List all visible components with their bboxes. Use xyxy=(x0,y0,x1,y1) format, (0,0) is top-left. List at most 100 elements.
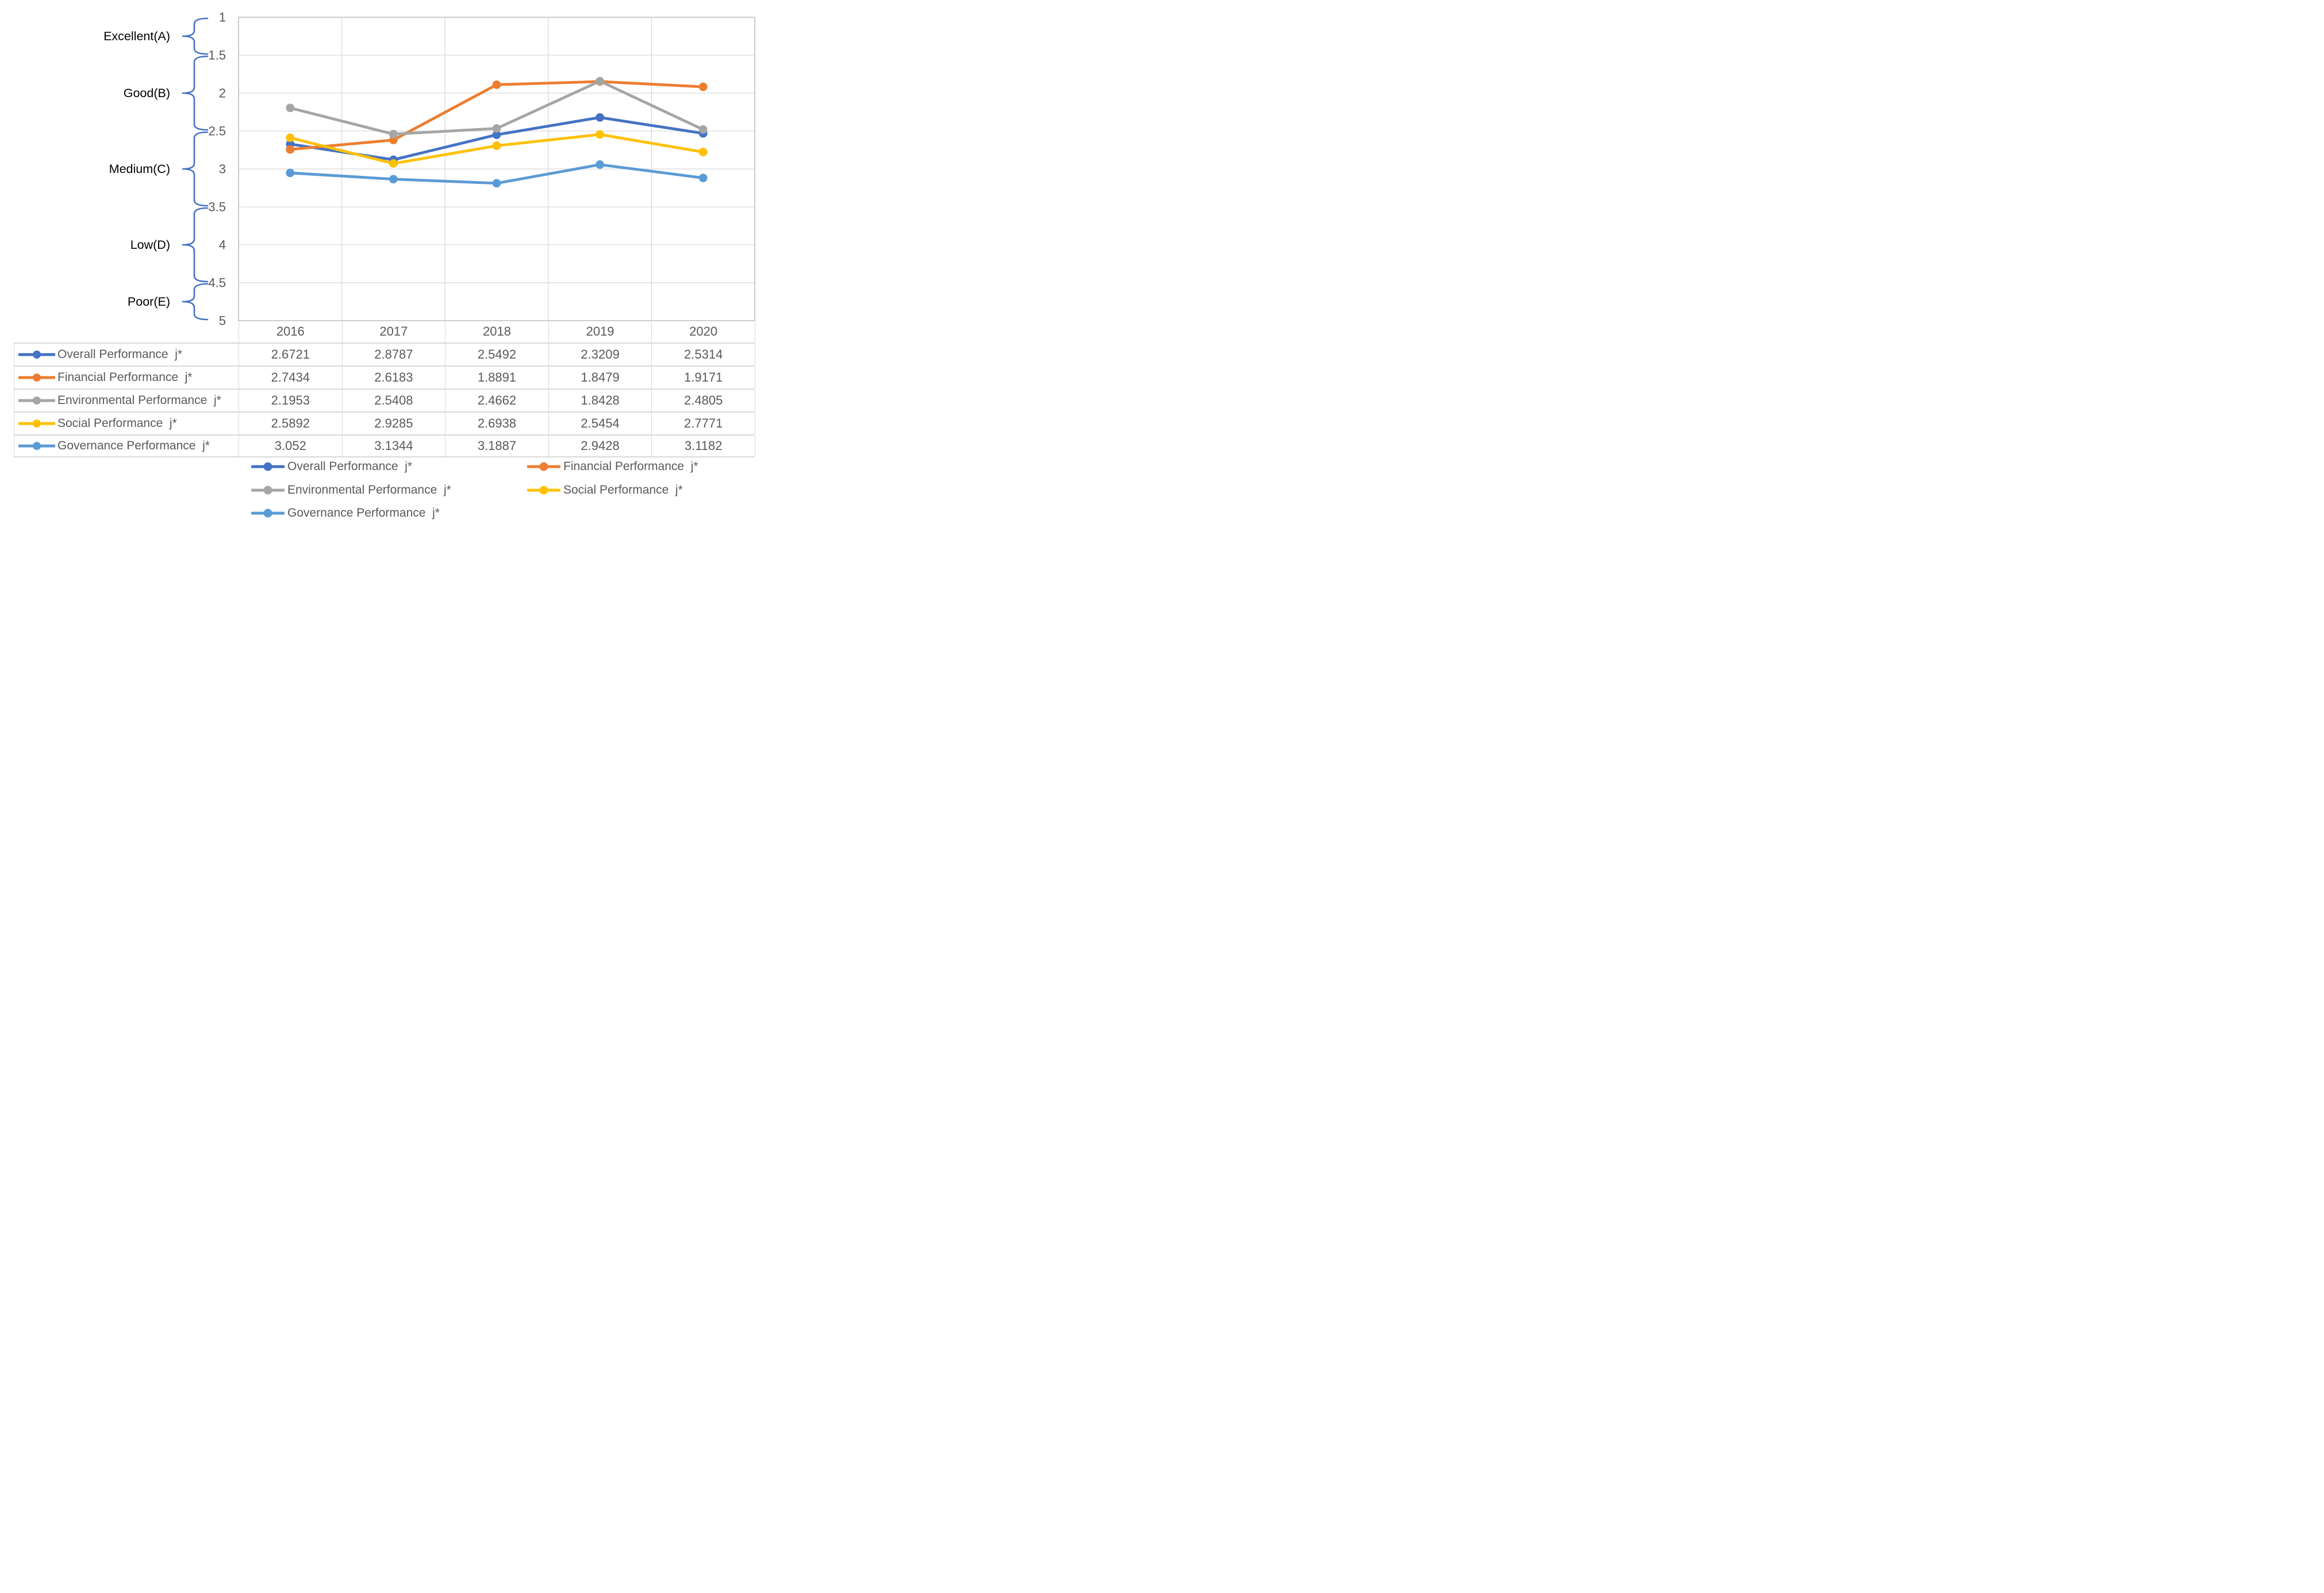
value-cell: 3.1887 xyxy=(445,436,549,456)
legend-label: Overall Performance j* xyxy=(287,460,413,473)
value-cell: 3.052 xyxy=(239,436,343,456)
esg-performance-figure: 1 1.5 2 2.5 3 3.5 4 4.5 5 Excellent(A) Good(B) Medi… xyxy=(0,0,775,531)
rating-band-brace xyxy=(182,17,209,55)
value-cell: 2.5492 xyxy=(445,344,549,365)
legend-label: Governance Performance j* xyxy=(287,506,440,520)
series-marker xyxy=(492,124,501,133)
line-chart: 1 1.5 2 2.5 3 3.5 4 4.5 5 Excellent(A) Good(B) Medi… xyxy=(103,10,755,328)
rating-band-label: Excellent(A) xyxy=(103,29,170,43)
y-tick-label: 1.5 xyxy=(208,48,226,63)
series-marker xyxy=(492,80,501,89)
series-key-icon xyxy=(18,374,55,382)
value-cell: 1.8428 xyxy=(549,390,652,411)
rating-band-label: Low(D) xyxy=(130,238,170,252)
row-header: Governance Performance j* xyxy=(14,436,239,456)
row-header: Overall Performance j* xyxy=(14,344,239,365)
legend-item: Financial Performance j* xyxy=(527,459,698,475)
rating-band-brace xyxy=(182,55,209,131)
table-row: Financial Performance j* 2.7434 2.6183 1.88… xyxy=(14,365,755,388)
value-cell: 2.9285 xyxy=(343,413,446,434)
plot-area-border xyxy=(238,17,755,321)
table-row: Environmental Performance j* 2.1953 2.5408… xyxy=(14,388,755,411)
series-marker xyxy=(492,141,501,150)
series-marker xyxy=(286,133,295,143)
series-key-icon xyxy=(18,397,55,405)
series-marker xyxy=(596,130,604,139)
series-name-label: Governance Performance j* xyxy=(57,439,210,452)
series-name-label: Social Performance j* xyxy=(57,417,177,430)
value-cell: 2.1953 xyxy=(239,390,343,411)
table-row: Social Performance j* 2.5892 2.9285 2.6938 2… xyxy=(14,411,755,434)
value-cell: 1.9171 xyxy=(652,367,755,388)
value-cell: 2.4805 xyxy=(652,390,755,411)
legend-key-icon xyxy=(251,462,285,471)
series-marker xyxy=(596,113,604,122)
rating-band-brace xyxy=(182,283,209,321)
legend-item: Social Performance j* xyxy=(527,482,683,498)
y-tick-label: 4 xyxy=(219,238,226,252)
legend-item: Environmental Performance j* xyxy=(251,482,451,498)
y-tick-label: 3.5 xyxy=(208,200,226,214)
value-cell: 3.1182 xyxy=(652,436,755,456)
value-cell: 2.9428 xyxy=(549,436,652,456)
value-cell: 2.6183 xyxy=(343,367,446,388)
table-row: Overall Performance j* 2.6721 2.8787 2.5492… xyxy=(14,343,755,365)
legend-item: Overall Performance j* xyxy=(251,459,412,475)
rating-band-label: Medium(C) xyxy=(109,162,170,176)
value-cell: 1.8479 xyxy=(549,367,652,388)
series-marker xyxy=(286,103,295,113)
rating-band-label: Poor(E) xyxy=(128,295,170,309)
series-name-label: Environmental Performance j* xyxy=(57,394,221,407)
y-tick-label: 2.5 xyxy=(208,124,226,138)
value-cell: 2.7434 xyxy=(239,367,343,388)
value-cell: 2.5408 xyxy=(343,390,446,411)
series-line-2 xyxy=(289,80,705,151)
y-tick-label: 4.5 xyxy=(208,276,226,290)
value-cell: 2.5454 xyxy=(549,413,652,434)
value-cell: 2.5892 xyxy=(239,413,343,434)
legend-key-icon xyxy=(527,486,560,494)
series-key-icon xyxy=(18,442,55,450)
y-tick-label: 3 xyxy=(219,162,226,176)
value-cell: 2.6721 xyxy=(239,344,343,365)
series-name-label: Overall Performance j* xyxy=(57,348,183,361)
row-header: Environmental Performance j* xyxy=(14,390,239,411)
series-marker xyxy=(389,129,398,138)
series-name-label: Financial Performance j* xyxy=(57,371,193,384)
table-row: Governance Performance j* 3.052 3.1344 3.18… xyxy=(14,434,755,457)
value-cell: 1.8891 xyxy=(445,367,549,388)
legend-label: Environmental Performance j* xyxy=(287,483,451,497)
series-marker xyxy=(492,130,501,139)
y-tick-label: 5 xyxy=(219,314,226,328)
series-marker xyxy=(698,125,708,134)
legend-label: Social Performance j* xyxy=(563,483,683,497)
legend-item: Governance Performance j* xyxy=(251,505,440,521)
y-tick-label: 2 xyxy=(219,86,226,101)
legend-label: Financial Performance j* xyxy=(563,460,698,473)
series-marker xyxy=(389,159,398,168)
series-marker xyxy=(596,76,604,86)
row-header: Financial Performance j* xyxy=(14,367,239,388)
legend-key-icon xyxy=(527,462,560,471)
series-marker xyxy=(389,136,398,145)
legend-key-icon xyxy=(251,486,285,494)
rating-band-brace xyxy=(182,131,209,207)
series-marker xyxy=(596,160,604,169)
value-cell: 2.4662 xyxy=(445,390,549,411)
series-marker xyxy=(286,168,295,178)
series-marker xyxy=(698,174,708,183)
value-cell: 2.7771 xyxy=(652,413,755,434)
y-tick-label: 1 xyxy=(219,10,226,25)
series-marker xyxy=(286,145,295,154)
value-cell: 2.5314 xyxy=(652,344,755,365)
series-key-icon xyxy=(18,420,55,428)
value-cell: 2.3209 xyxy=(549,344,652,365)
value-cell: 2.8787 xyxy=(343,344,446,365)
rating-band-label: Good(B) xyxy=(124,86,170,100)
series-marker xyxy=(698,82,708,91)
series-marker xyxy=(698,148,708,156)
value-cell: 2.6938 xyxy=(445,413,549,434)
row-header: Social Performance j* xyxy=(14,413,239,434)
legend-key-icon xyxy=(251,509,285,518)
series-marker xyxy=(389,175,398,184)
